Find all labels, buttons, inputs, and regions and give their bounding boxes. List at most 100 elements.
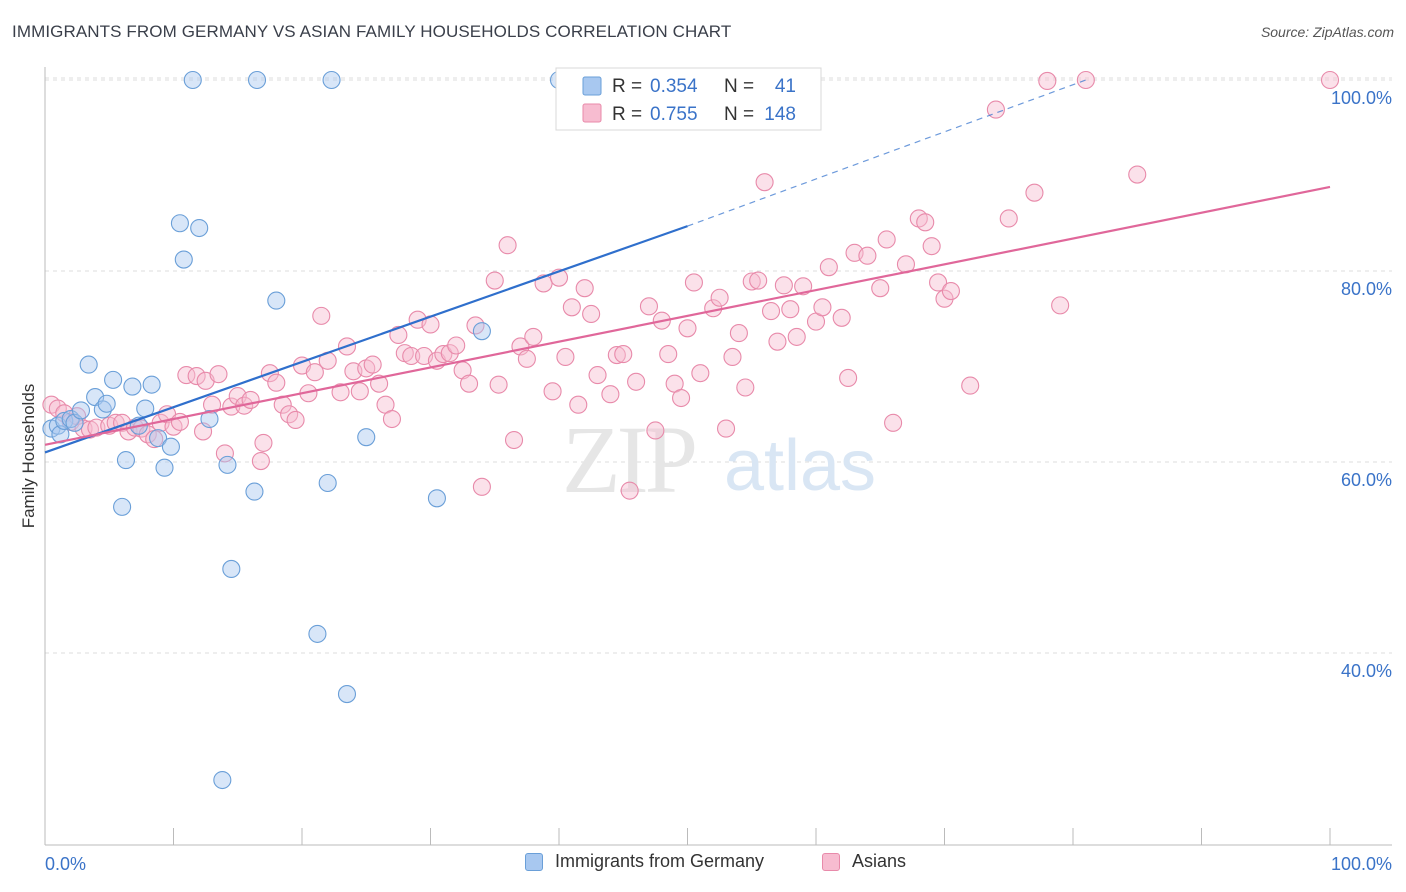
asians-point: [941, 282, 960, 301]
asians-point: [1320, 70, 1340, 90]
germany-points: [42, 70, 594, 790]
asians-point: [922, 237, 941, 256]
asians-point: [768, 332, 787, 351]
asians-point: [187, 366, 206, 386]
germany-point: [97, 394, 116, 413]
trend-lines: [44, 79, 1331, 454]
asians-point: [267, 373, 286, 392]
germany-point: [183, 70, 202, 90]
asians-point: [787, 327, 806, 346]
asians-point: [80, 420, 100, 439]
asians-point: [1038, 71, 1057, 91]
chart-title: IMMIGRANTS FROM GERMANY VS ASIAN FAMILY …: [12, 22, 732, 41]
asians-point: [203, 395, 222, 414]
germany-point: [357, 428, 376, 447]
asians-point: [684, 273, 703, 292]
asians-point: [447, 336, 466, 355]
asians-point: [382, 409, 402, 429]
germany-point: [247, 70, 267, 90]
asians-point: [755, 173, 774, 192]
y-tick-label: 80.0%: [1341, 279, 1392, 299]
germany-point: [218, 455, 237, 474]
y-tick-label: 60.0%: [1341, 470, 1392, 490]
watermark-zip: ZIP: [562, 406, 695, 513]
asians-point: [986, 100, 1005, 119]
asians-point: [215, 444, 234, 463]
asians-point: [774, 276, 793, 295]
germany-point: [174, 250, 193, 269]
watermark: ZIP atlas: [562, 406, 876, 513]
asians-point: [736, 378, 755, 397]
asians-point: [839, 368, 858, 388]
asians-point: [286, 410, 305, 430]
x-tick-labels: 0.0% 100.0%: [45, 854, 1392, 874]
germany-point: [337, 685, 357, 704]
asians-point: [556, 347, 575, 367]
asians-point: [813, 298, 832, 317]
asians-point: [819, 258, 838, 277]
asians-point: [582, 304, 601, 324]
asians-point: [504, 430, 524, 450]
asians-point: [742, 272, 761, 291]
asians-point: [639, 297, 659, 316]
stats-n-value: 148: [764, 104, 796, 125]
asians-point: [312, 306, 331, 325]
asians-point: [620, 481, 639, 500]
stats-n-value: 41: [775, 76, 796, 97]
asians-point: [241, 390, 260, 409]
asians-point: [459, 374, 479, 393]
germany-point: [472, 322, 491, 341]
stats-swatch-pink: [582, 103, 602, 123]
asians-point: [489, 375, 508, 394]
germany-point: [142, 375, 161, 394]
asians-point: [543, 382, 562, 401]
asians-point: [794, 277, 813, 296]
asians-point: [710, 288, 729, 307]
germany-point: [267, 291, 286, 310]
germany-point: [71, 401, 91, 420]
asians-point: [569, 395, 588, 414]
asians-point: [498, 236, 517, 255]
asians-point: [999, 209, 1018, 228]
legend-label: Immigrants from Germany: [555, 851, 765, 871]
asians-point: [672, 388, 691, 408]
legend-swatch-blue: [525, 852, 543, 871]
asians-point: [614, 345, 633, 364]
germany-point: [104, 370, 123, 389]
germany-point: [79, 355, 98, 374]
asians-point: [716, 419, 736, 438]
watermark-atlas: atlas: [724, 426, 876, 506]
asians-point: [254, 433, 273, 452]
asians-point: [575, 279, 594, 298]
germany-point: [222, 559, 241, 579]
asians-point: [659, 345, 678, 364]
germany-point: [116, 451, 136, 470]
germany-point: [200, 409, 219, 429]
asians-point: [646, 421, 665, 440]
stats-r-label: R =: [612, 76, 642, 97]
asians-point: [871, 279, 890, 298]
germany-point: [170, 214, 189, 233]
asians-point: [832, 308, 851, 327]
axes: [44, 67, 1392, 846]
asians-point: [363, 355, 382, 374]
asians-point: [1051, 296, 1070, 315]
germany-point: [245, 482, 264, 501]
legend-item-asians: Asians: [822, 851, 906, 872]
legend-label: Asians: [852, 851, 907, 871]
germany-point: [318, 473, 337, 493]
asians-point: [678, 319, 697, 338]
asians-point: [935, 289, 954, 308]
x-tick-marks: [44, 828, 1331, 845]
y-tick-labels: 40.0% 60.0% 80.0% 100.0%: [1331, 88, 1392, 681]
germany-point: [123, 377, 142, 396]
asians-point: [858, 246, 877, 265]
asians-point: [884, 413, 903, 432]
asians-point: [434, 345, 453, 364]
germany-point: [308, 624, 327, 643]
stats-n-label: N =: [724, 104, 754, 125]
legend-item-germany: Immigrants from Germany: [525, 851, 764, 872]
asians-point: [916, 213, 935, 232]
x-tick-label: 0.0%: [45, 854, 86, 874]
